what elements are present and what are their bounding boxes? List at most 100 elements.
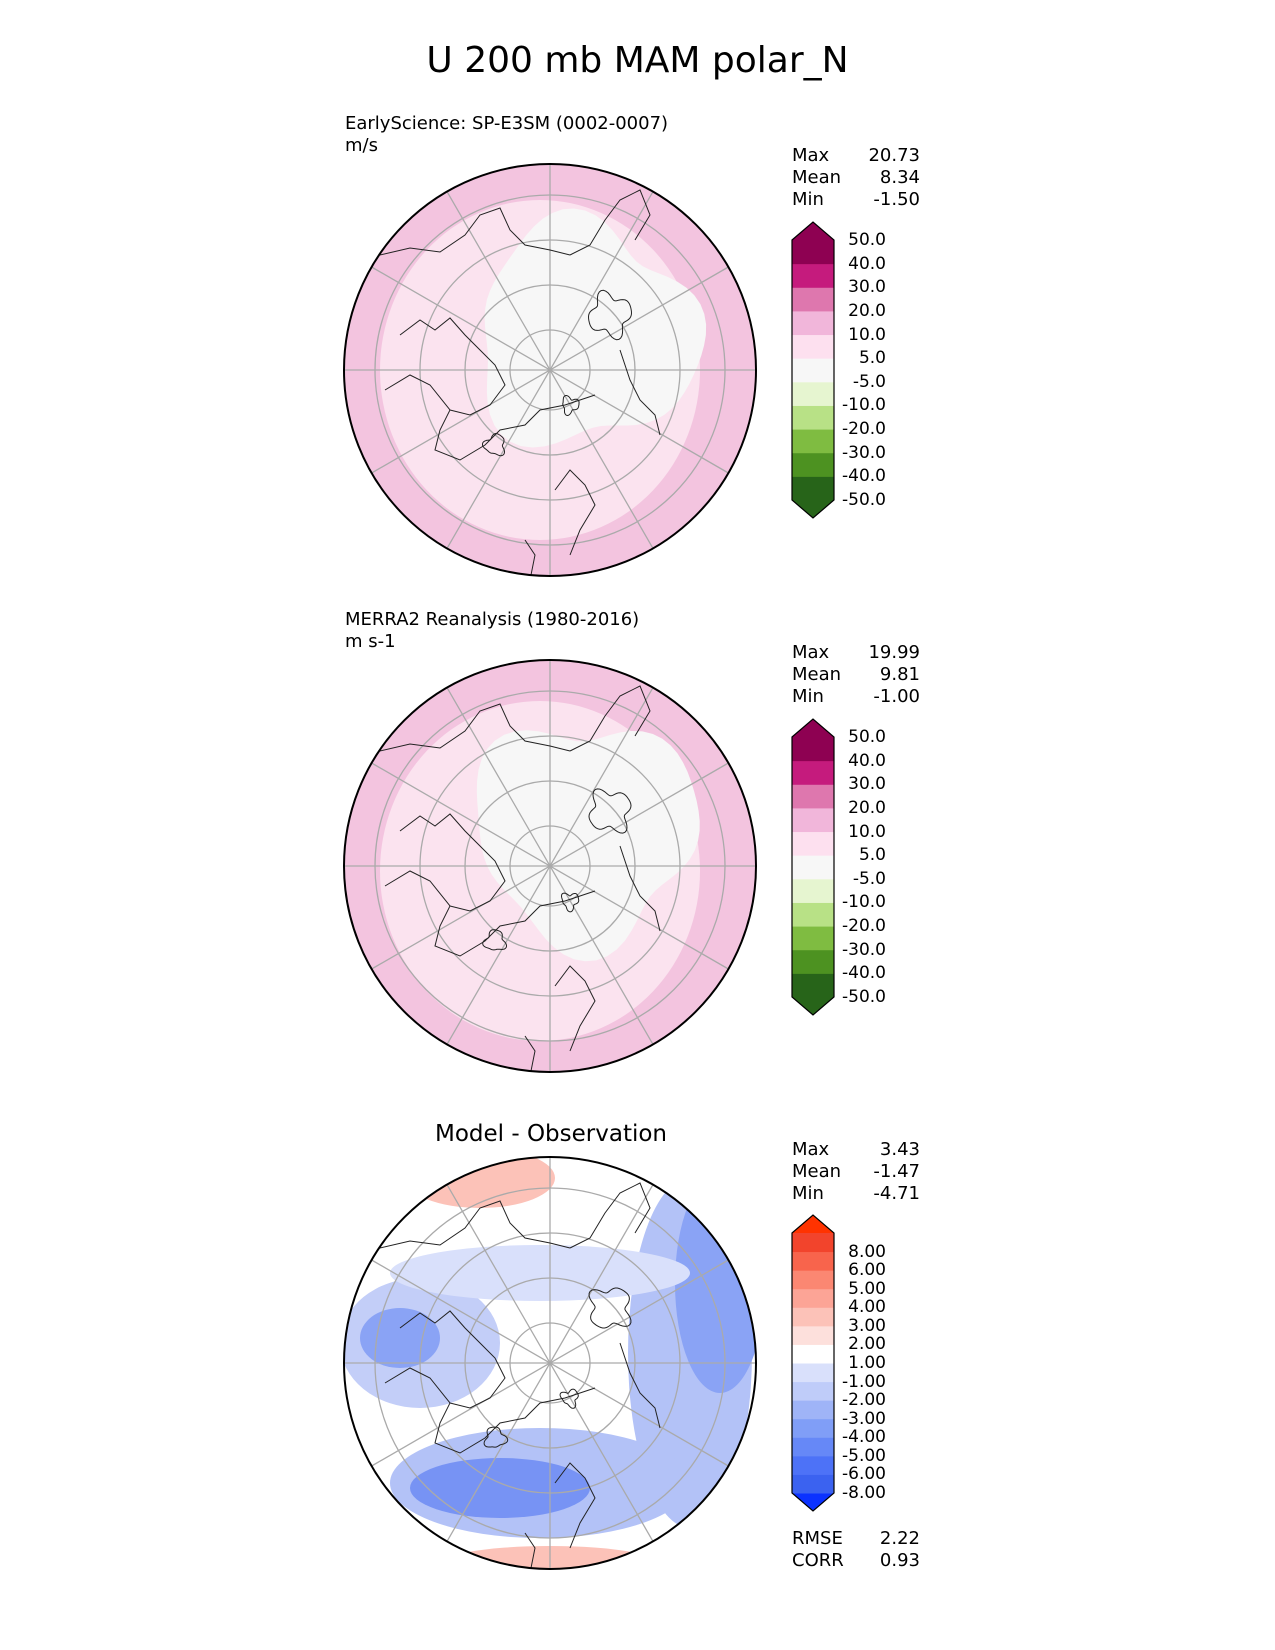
longitude-gridline — [371, 1259, 729, 1467]
colorbar-segment — [792, 405, 834, 430]
coastline — [399, 1310, 506, 1409]
colorbar-segment — [792, 1325, 834, 1345]
colorbar-tick-label: -1.00 — [842, 1371, 886, 1392]
test-label-units: m/s — [345, 135, 378, 156]
colorbar-tick-label: 40.0 — [848, 253, 886, 274]
coastline — [482, 432, 506, 457]
coastline — [619, 349, 661, 436]
coastline — [483, 1426, 509, 1448]
colorbar-segment — [792, 855, 834, 880]
coastline — [559, 1388, 579, 1409]
diff-title: Model - Observation — [434, 1121, 668, 1147]
colorbar-over-triangle — [792, 222, 834, 240]
diff-colorbar — [791, 1214, 835, 1512]
colorbar-tick-label: 10.0 — [848, 324, 886, 345]
colorbar-tick-label: 30.0 — [848, 277, 886, 298]
colorbar-segment — [792, 831, 834, 856]
colorbar-segment — [792, 310, 834, 336]
map-boundary — [343, 1156, 757, 1570]
coastline — [399, 317, 506, 416]
stat-min: Min -4.71 — [792, 1183, 920, 1204]
colorbar-tick-label: -30.0 — [842, 939, 886, 960]
colorbar-segment — [792, 902, 834, 927]
colorbar-over-triangle — [792, 719, 834, 737]
test-label-line1: EarlyScience: SP-E3SM (0002-0007) — [345, 113, 669, 134]
coastline — [384, 374, 596, 461]
test-polar-map — [343, 163, 757, 577]
coastline — [569, 189, 651, 256]
colorbar-over-triangle — [792, 1215, 834, 1233]
colorbar-segment — [792, 878, 834, 903]
colorbar-segment — [792, 1288, 834, 1308]
colorbar-segment — [792, 1233, 834, 1253]
colorbar-tick-label: 2.00 — [848, 1334, 886, 1355]
stat-mean: Mean 8.34 — [792, 167, 920, 188]
coastline — [560, 892, 580, 913]
colorbar-segment — [792, 1307, 834, 1327]
colorbar-tick-label: -2.00 — [842, 1390, 886, 1411]
colorbar-tick-label: 10.0 — [848, 821, 886, 842]
coastline — [587, 289, 633, 341]
colorbar-tick-label: 20.0 — [848, 300, 886, 321]
coastline — [379, 1200, 571, 1249]
colorbar-outline — [791, 1214, 835, 1512]
coastline — [524, 1532, 536, 1569]
colorbar-tick-label: -5.00 — [842, 1445, 886, 1466]
map-field — [344, 1157, 756, 1569]
colorbar-segment — [792, 1400, 834, 1420]
colorbar-segment — [792, 737, 834, 762]
map-boundary — [343, 659, 757, 1073]
colorbar-segment — [792, 807, 834, 833]
coastline — [399, 813, 506, 912]
diff-stats: Max 3.43 Mean -1.47 Min -4.71 — [792, 1139, 920, 1205]
colorbar-tick-label: -10.0 — [842, 395, 886, 416]
coastline — [562, 395, 580, 417]
test-colorbar-labels: -50.0 -40.0 -30.0 -20.0 -10.0 -5.0 5.0 10.0 20.0… — [836, 220, 886, 520]
ref-label-units: m s-1 — [345, 631, 396, 652]
stat-corr: CORR 0.93 — [792, 1550, 920, 1571]
coastline — [554, 469, 596, 556]
colorbar-tick-label: 5.0 — [858, 845, 886, 866]
coastline — [384, 1367, 596, 1454]
colorbar-segment — [792, 1437, 834, 1457]
colorbar-segment — [792, 263, 834, 288]
colorbar-segment — [792, 1363, 834, 1383]
colorbar-tick-label: 1.00 — [848, 1353, 886, 1373]
colorbar-tick-label: 40.0 — [848, 750, 886, 771]
colorbar-segment — [792, 760, 834, 785]
field-negative-region — [390, 1245, 690, 1301]
colorbar-tick-label: -50.0 — [842, 987, 886, 1007]
stat-max: Max 3.43 — [792, 1139, 920, 1160]
colorbar-segment — [792, 287, 834, 312]
colorbar-tick-label: -6.00 — [842, 1464, 886, 1485]
stat-max: Max 20.73 — [792, 145, 920, 166]
colorbar-segment — [792, 784, 834, 809]
stat-min: Min -1.50 — [792, 189, 920, 210]
colorbar-tick-label: -4.00 — [842, 1427, 886, 1448]
colorbar-segment — [792, 1474, 834, 1494]
colorbar-segment — [792, 1270, 834, 1290]
coastline — [379, 703, 571, 752]
colorbar-segment — [792, 1455, 834, 1475]
colorbar-tick-label: -5.0 — [852, 371, 886, 392]
test-colorbar — [791, 221, 835, 519]
colorbar-under-triangle — [792, 1493, 834, 1511]
map-field — [344, 164, 756, 576]
colorbar-tick-label: -8.00 — [842, 1483, 886, 1503]
colorbar-segment — [792, 358, 834, 383]
colorbar-outline — [791, 221, 835, 519]
colorbar-segment — [792, 1344, 834, 1364]
ref-stats: Max 19.99 Mean 9.81 Min -1.00 — [792, 642, 920, 708]
colorbar-tick-label: -5.0 — [852, 868, 886, 889]
longitude-gridline — [371, 762, 729, 970]
coastline — [588, 1287, 632, 1329]
colorbar-tick-label: -30.0 — [842, 442, 886, 463]
coastline — [619, 1342, 661, 1429]
colorbar-segment — [792, 476, 834, 501]
colorbar-tick-label: 5.0 — [858, 348, 886, 369]
stat-mean: Mean 9.81 — [792, 664, 920, 685]
colorbar-segment — [792, 973, 834, 998]
diff-extra-stats: RMSE 2.22 CORR 0.93 — [792, 1528, 920, 1572]
coastline — [569, 1182, 651, 1249]
diff-colorbar-labels: -8.00 -6.00 -5.00 -4.00 -3.00 -2.00 -1.00 1.00 2… — [836, 1213, 886, 1513]
